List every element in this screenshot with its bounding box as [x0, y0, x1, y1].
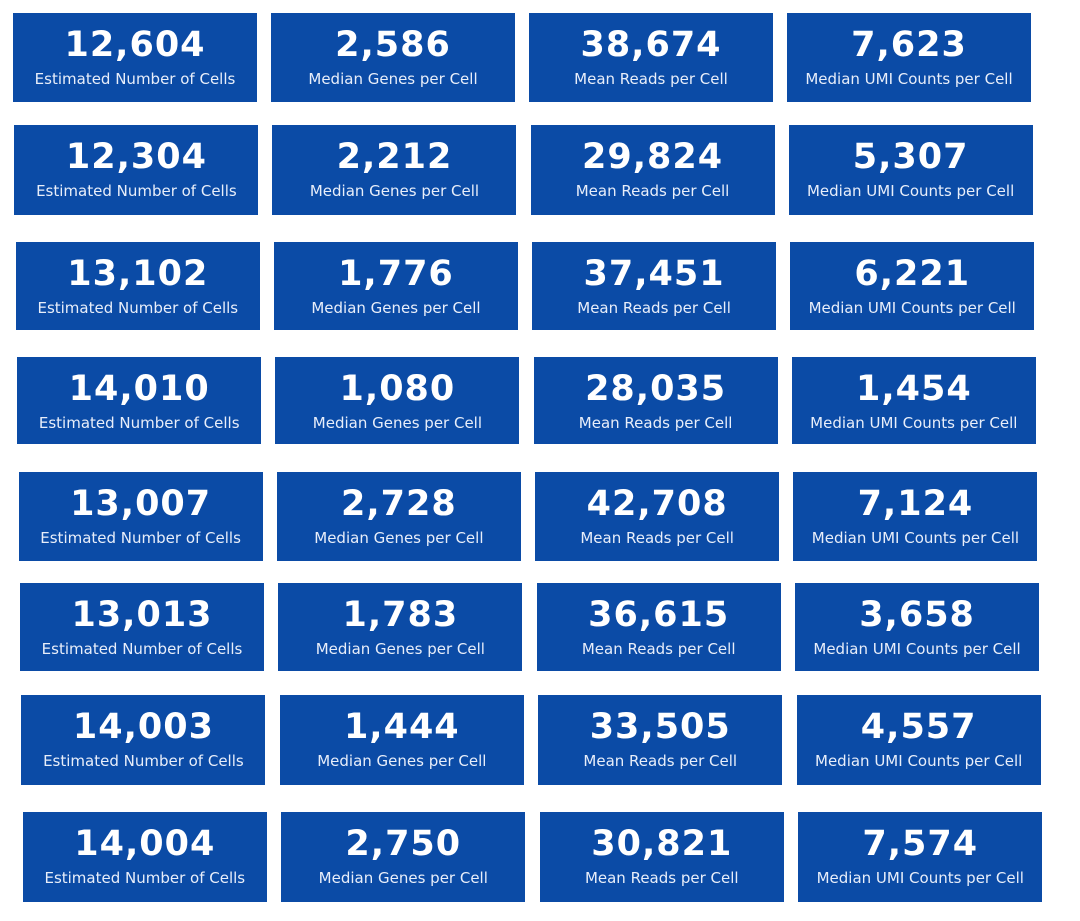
metric-label: Mean Reads per Cell [581, 640, 736, 658]
metric-value: 5,307 [852, 137, 969, 177]
metric-card: 13,007 Estimated Number of Cells [18, 472, 263, 561]
metric-value: 13,102 [67, 254, 209, 294]
metric-value: 7,623 [851, 25, 967, 65]
metric-value: 14,010 [68, 369, 210, 409]
metric-label: Mean Reads per Cell [580, 529, 734, 547]
metric-value: 1,080 [339, 369, 456, 409]
metric-label: Median UMI Counts per Cell [810, 414, 1018, 432]
metric-card: 14,003 Estimated Number of Cells [21, 695, 266, 785]
metric-value: 2,750 [345, 824, 462, 864]
metric-value: 14,004 [74, 824, 216, 864]
metric-card: 7,124 Median UMI Counts per Cell [793, 472, 1038, 561]
metric-value: 6,221 [854, 254, 971, 294]
metric-label: Estimated Number of Cells [41, 640, 243, 658]
metric-label: Estimated Number of Cells [40, 529, 241, 547]
metric-card: 28,035 Mean Reads per Cell [533, 357, 778, 444]
metric-card: 2,212 Median Genes per Cell [272, 125, 517, 215]
metric-value: 12,304 [65, 137, 207, 177]
metric-card: 3,658 Median UMI Counts per Cell [795, 583, 1040, 671]
metric-card: 36,615 Mean Reads per Cell [536, 583, 781, 671]
metric-card: 30,821 Mean Reads per Cell [539, 812, 784, 902]
metric-label: Median UMI Counts per Cell [805, 70, 1013, 88]
metric-card: 12,304 Estimated Number of Cells [14, 125, 259, 215]
metric-card: 29,824 Mean Reads per Cell [530, 125, 775, 215]
metric-value: 1,444 [343, 707, 460, 747]
metric-label: Mean Reads per Cell [575, 182, 730, 200]
metric-card: 14,004 Estimated Number of Cells [22, 812, 267, 902]
metric-card: 13,102 Estimated Number of Cells [15, 242, 260, 330]
metric-label: Mean Reads per Cell [578, 414, 733, 432]
metric-label: Estimated Number of Cells [37, 299, 239, 317]
metric-card: 1,783 Median Genes per Cell [278, 583, 523, 671]
metric-label: Estimated Number of Cells [44, 869, 246, 887]
metric-card: 1,776 Median Genes per Cell [273, 242, 518, 330]
metric-card: 6,221 Median UMI Counts per Cell [790, 242, 1035, 330]
metric-value: 36,615 [588, 595, 730, 635]
metric-label: Median UMI Counts per Cell [813, 640, 1021, 658]
metric-label: Median UMI Counts per Cell [816, 869, 1024, 887]
metric-label: Median UMI Counts per Cell [815, 752, 1023, 770]
metric-label: Median UMI Counts per Cell [808, 299, 1016, 317]
metric-card: 12,604 Estimated Number of Cells [13, 13, 257, 102]
metric-label: Estimated Number of Cells [34, 70, 236, 88]
metric-card: 5,307 Median UMI Counts per Cell [788, 125, 1033, 215]
metric-card: 42,708 Mean Reads per Cell [535, 472, 780, 561]
metric-label: Median Genes per Cell [311, 299, 481, 317]
metric-value: 42,708 [586, 484, 728, 524]
metric-value: 7,124 [857, 484, 974, 524]
metric-card: 37,451 Mean Reads per Cell [532, 242, 777, 330]
metric-value: 29,824 [582, 137, 724, 177]
metric-card: 1,080 Median Genes per Cell [275, 357, 520, 444]
metric-value: 1,776 [338, 254, 454, 294]
metric-card: 13,013 Estimated Number of Cells [20, 583, 264, 671]
metric-label: Median Genes per Cell [318, 869, 488, 887]
metric-value: 38,674 [580, 25, 722, 65]
metric-card: 1,444 Median Genes per Cell [279, 695, 524, 785]
metric-card: 14,010 Estimated Number of Cells [17, 357, 262, 444]
metric-label: Mean Reads per Cell [574, 70, 728, 88]
metric-value: 28,035 [585, 369, 727, 409]
metric-label: Median Genes per Cell [315, 640, 485, 658]
metric-card: 33,505 Mean Reads per Cell [538, 695, 783, 785]
metric-value: 33,505 [589, 707, 731, 747]
metric-card: 38,674 Mean Reads per Cell [529, 13, 773, 102]
metric-card: 2,750 Median Genes per Cell [281, 812, 526, 902]
metric-value: 7,574 [862, 824, 979, 864]
metric-value: 1,783 [342, 595, 459, 635]
metric-label: Median Genes per Cell [308, 70, 478, 88]
metric-value: 13,007 [70, 484, 212, 524]
metric-label: Estimated Number of Cells [43, 752, 244, 770]
metric-label: Median Genes per Cell [309, 182, 480, 200]
metric-value: 30,821 [591, 824, 733, 864]
metric-label: Mean Reads per Cell [583, 752, 738, 770]
metric-value: 2,586 [335, 25, 451, 65]
metric-value: 13,013 [71, 595, 213, 635]
metric-value: 14,003 [72, 707, 214, 747]
metric-value: 12,604 [64, 25, 206, 65]
metric-value: 4,557 [860, 707, 977, 747]
metric-card: 7,574 Median UMI Counts per Cell [798, 812, 1043, 902]
metric-label: Estimated Number of Cells [38, 414, 240, 432]
metric-label: Median Genes per Cell [317, 752, 487, 770]
metric-label: Median Genes per Cell [314, 529, 484, 547]
metric-card: 7,623 Median UMI Counts per Cell [787, 13, 1031, 102]
metric-card: 2,728 Median Genes per Cell [276, 472, 521, 561]
metric-label: Median Genes per Cell [312, 414, 483, 432]
metric-label: Median UMI Counts per Cell [806, 182, 1015, 200]
metric-card: 4,557 Median UMI Counts per Cell [796, 695, 1041, 785]
metric-value: 3,658 [859, 595, 975, 635]
metric-label: Median UMI Counts per Cell [811, 529, 1020, 547]
metric-card: 2,586 Median Genes per Cell [271, 13, 515, 102]
metric-value: 1,454 [855, 369, 972, 409]
metric-value: 37,451 [583, 254, 725, 294]
metric-card: 1,454 Median UMI Counts per Cell [791, 357, 1036, 444]
metric-label: Mean Reads per Cell [577, 299, 731, 317]
metric-label: Estimated Number of Cells [36, 182, 237, 200]
metric-label: Mean Reads per Cell [584, 869, 739, 887]
metric-value: 2,728 [341, 484, 457, 524]
metric-value: 2,212 [336, 137, 453, 177]
